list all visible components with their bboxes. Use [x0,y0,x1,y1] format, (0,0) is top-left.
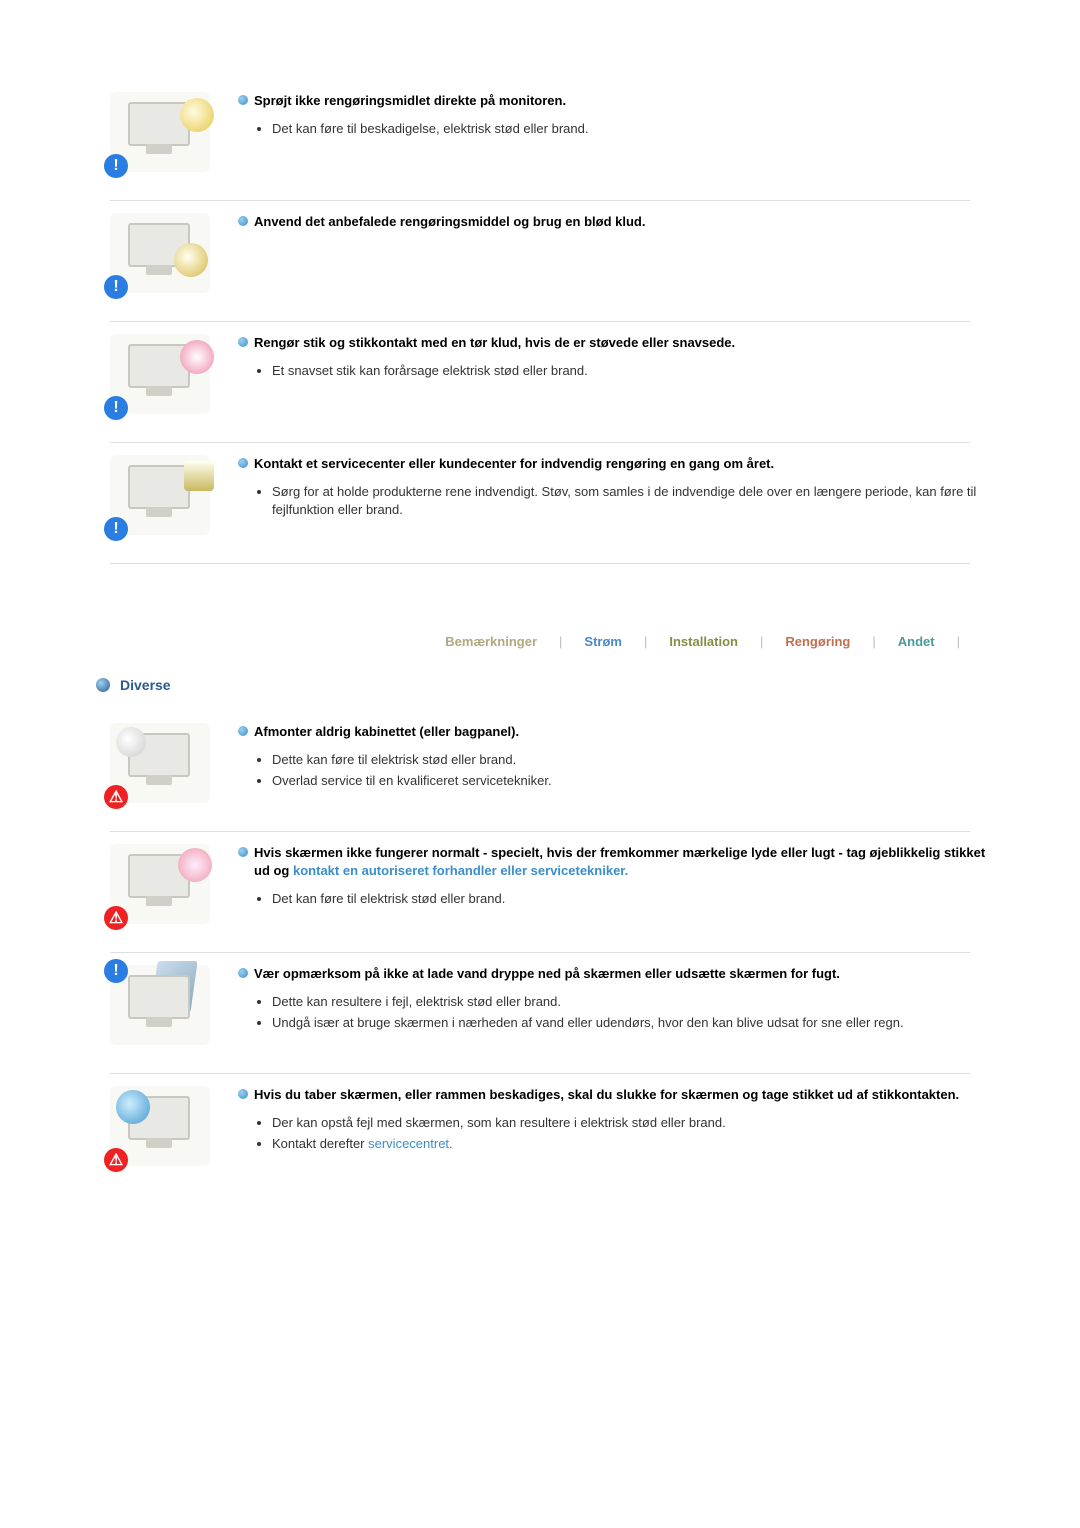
illustration-spray: ! [110,92,210,172]
instruction-list: Det kan føre til elektrisk stød eller br… [272,890,990,908]
instruction-text: Anvend det anbefalede rengøringsmiddel o… [238,213,990,241]
section-title-text: Diverse [120,677,171,693]
section-title: Diverse [96,677,990,693]
instruction-text: Hvis skærmen ikke fungerer normalt - spe… [238,844,990,912]
instruction-bullet: Det kan føre til elektrisk stød eller br… [272,890,990,908]
instruction-bullet: Et snavset stik kan forårsage elektrisk … [272,362,990,380]
info-badge-icon: ! [104,959,128,983]
tab-clean[interactable]: Rengøring [763,634,872,649]
instruction-heading: Hvis du taber skærmen, eller rammen besk… [238,1086,990,1104]
instruction-text: Afmonter aldrig kabinettet (eller bagpan… [238,723,990,794]
instruction-list: Dette kan føre til elektrisk stød eller … [272,751,990,790]
instruction-bullet: Kontakt derefter servicecentret. [272,1135,990,1153]
instruction-list: Et snavset stik kan forårsage elektrisk … [272,362,990,380]
instruction-text: Hvis du taber skærmen, eller rammen besk… [238,1086,990,1157]
instruction-text: Vær opmærksom på ikke at lade vand drypp… [238,965,990,1036]
instruction-block: ! Sprøjt ikke rengøringsmidlet direkte p… [90,80,990,200]
instruction-bullet: Sørg for at holde produkterne rene indve… [272,483,990,519]
top-blocks: ! Sprøjt ikke rengøringsmidlet direkte p… [90,80,990,564]
tab-separator: | [957,634,960,649]
tab-power[interactable]: Strøm [562,634,644,649]
instruction-text: Rengør stik og stikkontakt med en tør kl… [238,334,990,383]
illustration-open-case: ⚠ [110,723,210,803]
nav-tabs: Bemærkninger| Strøm| Installation| Rengø… [90,634,960,649]
warning-badge-icon: ⚠ [104,906,128,930]
instruction-bullet: Dette kan føre til elektrisk stød eller … [272,751,990,769]
instruction-heading: Kontakt et servicecenter eller kundecent… [238,455,990,473]
instruction-bullet: Det kan føre til beskadigelse, elektrisk… [272,120,990,138]
illustration-window: ! [110,965,210,1045]
instruction-text: Sprøjt ikke rengøringsmidlet direkte på … [238,92,990,141]
instruction-list: Dette kan resultere i fejl, elektrisk st… [272,993,990,1032]
tab-remarks[interactable]: Bemærkninger [423,634,559,649]
instruction-heading: Hvis skærmen ikke fungerer normalt - spe… [238,844,990,880]
page-root: ! Sprøjt ikke rengøringsmidlet direkte p… [0,0,1080,1274]
instruction-text: Kontakt et servicecenter eller kundecent… [238,455,990,523]
tab-install[interactable]: Installation [647,634,760,649]
instruction-list: Sørg for at holde produkterne rene indve… [272,483,990,519]
illustration-cloth: ! [110,213,210,293]
instruction-block: ! Anvend det anbefalede rengøringsmiddel… [90,201,990,321]
instruction-list: Det kan føre til beskadigelse, elektrisk… [272,120,990,138]
info-badge-icon: ! [104,396,128,420]
instruction-bullet: Undgå især at bruge skærmen i nærheden a… [272,1014,990,1032]
section-dot-icon [96,678,110,692]
instruction-bullet: Overlad service til en kvalificeret serv… [272,772,990,790]
tab-other[interactable]: Andet [876,634,957,649]
instruction-heading: Vær opmærksom på ikke at lade vand drypp… [238,965,990,983]
info-badge-icon: ! [104,154,128,178]
warning-badge-icon: ⚠ [104,785,128,809]
instruction-bullet: Dette kan resultere i fejl, elektrisk st… [272,993,990,1011]
instruction-heading: Afmonter aldrig kabinettet (eller bagpan… [238,723,990,741]
illustration-plug: ! [110,334,210,414]
heading-link[interactable]: kontakt en autoriseret forhandler eller … [293,863,628,878]
instruction-block: ⚠ Afmonter aldrig kabinettet (eller bagp… [90,711,990,831]
divider [110,563,970,564]
illustration-house: ! [110,455,210,535]
info-badge-icon: ! [104,517,128,541]
instruction-list: Der kan opstå fejl med skærmen, som kan … [272,1114,990,1153]
instruction-block: ! Vær opmærksom på ikke at lade vand dry… [90,953,990,1073]
instruction-bullet: Der kan opstå fejl med skærmen, som kan … [272,1114,990,1132]
bullet-link[interactable]: servicecentret. [368,1136,453,1151]
instruction-block: ⚠ Hvis skærmen ikke fungerer normalt - s… [90,832,990,952]
bottom-blocks: ⚠ Afmonter aldrig kabinettet (eller bagp… [90,711,990,1194]
instruction-block: ! Kontakt et servicecenter eller kundece… [90,443,990,563]
bullet-pre: Kontakt derefter [272,1136,368,1151]
instruction-heading: Anvend det anbefalede rengøringsmiddel o… [238,213,990,231]
illustration-drop: ⚠ [110,1086,210,1166]
instruction-heading: Sprøjt ikke rengøringsmidlet direkte på … [238,92,990,110]
illustration-smoke: ⚠ [110,844,210,924]
info-badge-icon: ! [104,275,128,299]
warning-badge-icon: ⚠ [104,1148,128,1172]
instruction-block: ⚠ Hvis du taber skærmen, eller rammen be… [90,1074,990,1194]
instruction-heading: Rengør stik og stikkontakt med en tør kl… [238,334,990,352]
instruction-block: ! Rengør stik og stikkontakt med en tør … [90,322,990,442]
